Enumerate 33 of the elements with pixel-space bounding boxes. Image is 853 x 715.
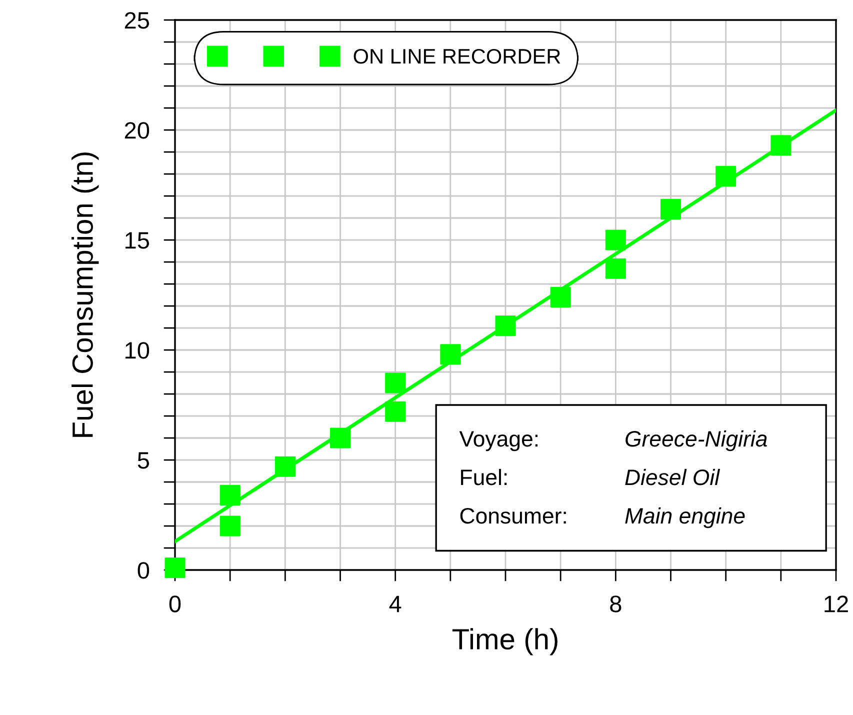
point [274, 456, 296, 477]
point [605, 230, 626, 250]
point [550, 286, 571, 308]
x-tick-label: 4 [389, 596, 402, 612]
y-tick-label: 0 [138, 562, 150, 579]
y-tick-label: 25 [124, 12, 150, 29]
point [716, 166, 736, 186]
x-tick-label: 0 [169, 596, 181, 612]
point [770, 135, 792, 156]
point [220, 484, 240, 506]
annotation: Fuel: [461, 468, 507, 486]
point [385, 372, 406, 394]
point [330, 428, 351, 448]
annotation: Diesel Oil [625, 468, 720, 486]
point [605, 258, 626, 279]
y-tick-label: 5 [138, 452, 150, 469]
point [220, 516, 240, 536]
x-axis-title: Time (h) [452, 628, 558, 656]
x-tick-label: 8 [610, 596, 622, 612]
annotation: Greece-Nigiria [626, 430, 767, 452]
annotation: Consumer: [460, 508, 566, 524]
y-axis-title: Fuel Consumption (tn) [72, 152, 99, 437]
y-tick-label: 10 [126, 342, 150, 359]
point [440, 344, 461, 365]
annotation: Main engine [625, 507, 745, 528]
x-tick-label: 12 [824, 596, 848, 612]
point [660, 198, 682, 220]
legend-label: ON LINE RECORDER [354, 48, 560, 64]
y-tick-label: 15 [126, 232, 150, 249]
annotation: Voyage: [459, 431, 538, 452]
point [495, 316, 516, 336]
y-tick-label: 20 [124, 122, 150, 139]
point [385, 401, 406, 422]
